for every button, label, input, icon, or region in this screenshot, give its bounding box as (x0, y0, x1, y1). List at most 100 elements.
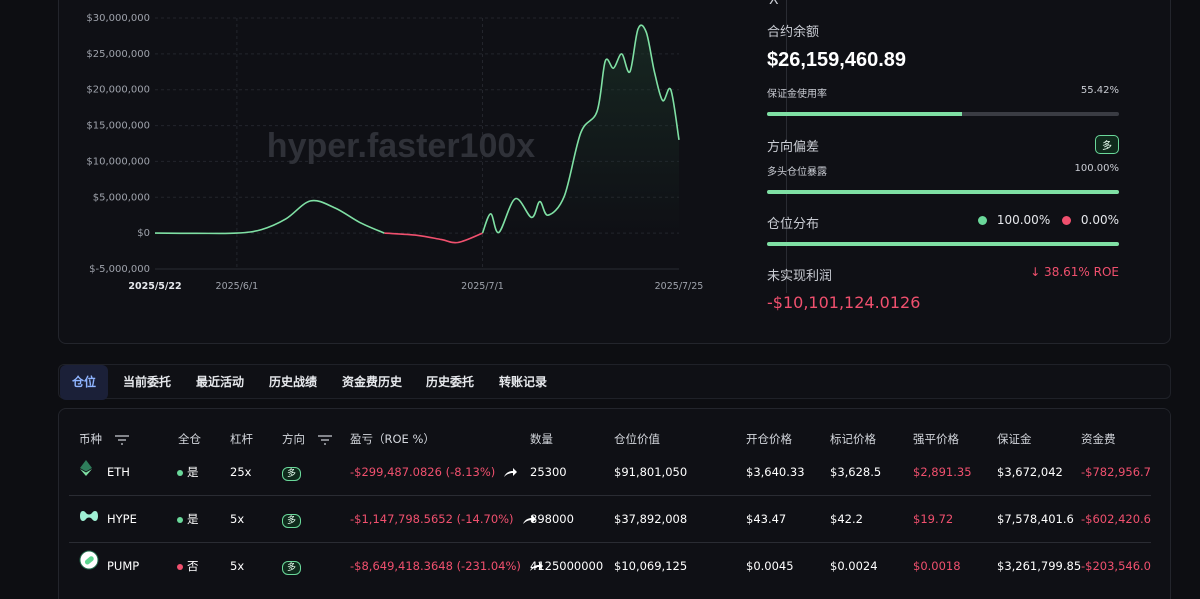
chart-watermark: hyper.faster100x (267, 127, 535, 165)
margin-usage-row: 保证金使用率 55.42% (767, 85, 1119, 100)
contract-balance-value: $26,159,460.89 (767, 49, 907, 71)
pnl-area-fill (482, 25, 679, 234)
header-mark-price: 标记价格 (830, 432, 876, 446)
qty-cell: 4125000000 (530, 559, 604, 573)
coin-name: ETH (107, 465, 130, 479)
long-exposure-row: 多头仓位暴露 100.00% (767, 163, 1120, 178)
tab-transfers[interactable]: 转账记录 (499, 375, 548, 389)
unrealized-row: 未实现利润 ↓ 38.61% ROE (767, 265, 1119, 284)
unrealized-value: -$10,101,124.0126 (767, 293, 921, 312)
pnl-line-positive (481, 24, 680, 234)
header-leverage: 杠杆 (230, 432, 253, 446)
table-row[interactable]: HYPE 是 5x 多 -$1,147,798.5652 (-14.70%) 898000… (69, 496, 1158, 543)
distribution-bar (767, 242, 1119, 246)
header-position-value: 仓位价值 (614, 432, 660, 446)
direction-cell: 多 (282, 496, 302, 543)
header-liq-price: 强平价格 (913, 432, 959, 446)
pnl-chart: $30,000,000 $25,000,000 $20,000,000 $15,000… (86, 13, 704, 292)
table-row[interactable]: ETH 是 25x 多 -$299,487.0826 (-8.13%) 25300 $91,… (69, 449, 1158, 496)
direction-row: 方向偏差 多 (767, 135, 1119, 155)
distribution-short-value: 0.00% (1080, 213, 1119, 227)
x-tick-label: 2025/5/22 (128, 281, 181, 292)
header-qty: 数量 (530, 432, 553, 446)
eth-coin-icon (79, 449, 101, 496)
long-exposure-value: 100.00% (1074, 163, 1120, 174)
mark-cell: $42.2 (830, 512, 863, 526)
hype-coin-icon (79, 496, 101, 543)
value-cell: $37,892,008 (614, 512, 688, 526)
funding-cell: -$602,420.65 (1081, 512, 1159, 526)
margin-usage-bar-fill (767, 112, 963, 116)
mark-cell: $3,628.5 (830, 465, 882, 479)
direction-cell: 多 (282, 543, 302, 590)
tab-positions[interactable]: 仓位 (60, 365, 109, 400)
direction-badge: 多 (282, 561, 302, 575)
share-icon[interactable] (503, 467, 518, 478)
coin-name: HYPE (107, 512, 137, 526)
leverage-cell: 5x (230, 559, 245, 573)
value-cell: $91,801,050 (614, 465, 688, 479)
header-coin[interactable]: 币种 (79, 431, 130, 447)
tabs-bar: 仓位 当前委托 最近活动 历史战绩 资金费历史 历史委托 转账记录 (58, 364, 1171, 400)
distribution-label: 仓位分布 (767, 217, 820, 232)
filter-icon[interactable] (114, 434, 130, 445)
header-direction[interactable]: 方向 (282, 431, 333, 447)
cross-status-dot-icon (177, 469, 183, 476)
y-tick-label: $-5,000,000 (89, 264, 150, 275)
short-dot-icon (1062, 216, 1072, 225)
margin-cell: $3,261,799.85 (997, 559, 1082, 573)
close-icon[interactable]: X (769, 0, 779, 8)
funding-cell: -$782,956.78 (1081, 465, 1159, 479)
cross-cell: 否 (177, 543, 199, 590)
qty-cell: 898000 (530, 512, 574, 526)
header-margin: 保证金 (997, 432, 1032, 446)
tab-trade-history[interactable]: 历史战绩 (269, 375, 318, 389)
pnl-cell: -$299,487.0826 (-8.13%) (350, 449, 518, 496)
tab-recent-activity[interactable]: 最近活动 (196, 375, 245, 389)
header-funding: 资金费 (1081, 432, 1116, 446)
cross-status-dot-icon (177, 563, 183, 570)
coin-cell: ETH (79, 449, 169, 496)
pump-coin-icon (79, 543, 101, 590)
pnl-line-positive (154, 199, 385, 235)
pnl-chart-card: $30,000,000 $25,000,000 $20,000,000 $15,000… (58, 0, 1171, 344)
direction-cell: 多 (282, 449, 302, 496)
tab-open-orders[interactable]: 当前委托 (123, 375, 172, 389)
coin-cell: PUMP (79, 543, 169, 590)
table-overflow-mask (1151, 409, 1170, 599)
cross-status-dot-icon (177, 516, 183, 523)
funding-cell: -$203,546.03 (1081, 559, 1159, 573)
positions-table: 币种 全仓 杠杆 方向 盈亏（ROE %） 数量 仓位价值 开仓价格 标记价格 … (58, 408, 1171, 599)
qty-cell: 25300 (530, 465, 567, 479)
margin-cell: $7,578,401.6 (997, 512, 1074, 526)
direction-badge: 多 (282, 467, 302, 481)
margin-cell: $3,672,042 (997, 465, 1063, 479)
pnl-cell: -$8,649,418.3648 (-231.04%) (350, 543, 543, 590)
x-tick-label: 2025/7/25 (655, 281, 704, 292)
distribution-row: 仓位分布 100.00% 0.00% (767, 213, 1119, 232)
filter-icon[interactable] (317, 434, 333, 445)
mark-cell: $0.0024 (830, 559, 878, 573)
tab-order-history[interactable]: 历史委托 (426, 375, 475, 389)
unrealized-label: 未实现利润 (767, 269, 833, 284)
header-cross: 全仓 (178, 432, 201, 446)
cross-cell: 是 (177, 496, 199, 543)
leverage-cell: 5x (230, 512, 245, 526)
share-icon[interactable] (522, 514, 536, 525)
header-entry-price: 开仓价格 (746, 432, 792, 446)
coin-cell: HYPE (79, 496, 169, 543)
liq-cell: $19.72 (913, 512, 954, 526)
y-tick-label: $0 (137, 228, 150, 239)
table-row[interactable]: PUMP 否 5x 多 -$8,649,418.3648 (-231.04%) 41250… (69, 543, 1158, 590)
roe-indicator: ↓ 38.61% ROE (1030, 265, 1119, 279)
y-tick-label: $10,000,000 (86, 156, 150, 167)
row-divider (69, 542, 1151, 543)
long-exposure-label: 多头仓位暴露 (767, 167, 827, 178)
y-tick-label: $15,000,000 (86, 121, 150, 132)
tab-funding-history[interactable]: 资金费历史 (342, 375, 403, 389)
distribution-long-value: 100.00% (996, 213, 1051, 227)
long-exposure-bar-fill (767, 190, 1119, 194)
entry-cell: $0.0045 (746, 559, 794, 573)
row-divider (69, 495, 1151, 496)
share-icon[interactable] (529, 561, 543, 572)
